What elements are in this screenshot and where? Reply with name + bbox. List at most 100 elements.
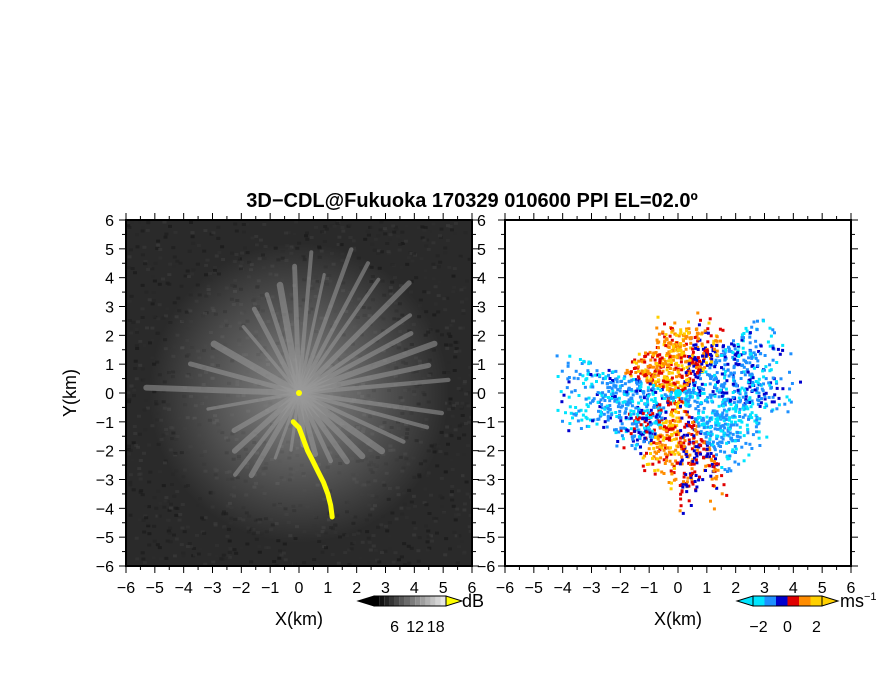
velocity-cell bbox=[662, 448, 666, 452]
velocity-cell bbox=[645, 405, 649, 409]
noise-cell bbox=[293, 562, 297, 566]
velocity-cell bbox=[626, 400, 630, 404]
velocity-cell bbox=[705, 363, 709, 367]
velocity-cell bbox=[754, 380, 758, 383]
velocity-cell bbox=[687, 415, 691, 419]
velocity-cell bbox=[748, 331, 752, 335]
velocity-cell bbox=[652, 428, 656, 432]
velocity-cell bbox=[611, 379, 614, 382]
velocity-cell bbox=[683, 386, 687, 390]
noise-cell bbox=[168, 262, 173, 266]
velocity-cell bbox=[694, 452, 698, 456]
noise-cell bbox=[158, 256, 163, 260]
noise-cell bbox=[147, 298, 152, 302]
velocity-cell bbox=[646, 403, 650, 407]
velocity-cell bbox=[683, 354, 687, 358]
noise-cell bbox=[137, 221, 142, 225]
velocity-cell bbox=[745, 401, 749, 404]
velocity-cell bbox=[700, 382, 704, 386]
noise-cell bbox=[128, 307, 132, 311]
x-tick-label: 1 bbox=[323, 580, 332, 597]
noise-cell bbox=[450, 228, 454, 232]
velocity-cell bbox=[723, 450, 727, 454]
velocity-cell bbox=[723, 376, 727, 380]
noise-cell bbox=[462, 381, 467, 385]
velocity-cell bbox=[634, 443, 638, 447]
velocity-cell bbox=[615, 444, 619, 448]
velocity-cell bbox=[648, 371, 652, 375]
velocity-cell bbox=[584, 397, 588, 401]
y-tick-label: −6 bbox=[477, 559, 495, 576]
noise-cell bbox=[127, 549, 131, 553]
velocity-cell bbox=[625, 390, 629, 394]
noise-cell bbox=[324, 546, 328, 550]
velocity-cell bbox=[721, 437, 725, 441]
noise-cell bbox=[144, 290, 149, 294]
noise-cell bbox=[383, 549, 388, 553]
noise-cell bbox=[168, 506, 173, 510]
velocity-cell bbox=[691, 460, 695, 463]
noise-cell bbox=[140, 253, 145, 257]
echo-ray bbox=[296, 331, 414, 396]
velocity-cell bbox=[688, 358, 692, 362]
velocity-cell bbox=[599, 391, 603, 395]
noise-cell bbox=[450, 490, 454, 494]
noise-cell bbox=[142, 344, 147, 347]
velocity-cell bbox=[701, 478, 705, 482]
noise-cell bbox=[137, 467, 142, 471]
noise-cell bbox=[279, 553, 284, 557]
velocity-cell bbox=[566, 377, 570, 381]
velocity-cell bbox=[670, 376, 674, 380]
velocity-cell bbox=[678, 332, 682, 336]
noise-cell bbox=[196, 552, 201, 556]
velocity-cell bbox=[655, 369, 659, 373]
velocity-cell bbox=[669, 438, 673, 442]
velocity-cell bbox=[619, 429, 623, 433]
velocity-cell bbox=[706, 400, 710, 404]
velocity-cell bbox=[734, 407, 738, 411]
velocity-cell bbox=[649, 423, 652, 427]
noise-cell bbox=[187, 542, 192, 545]
velocity-cell bbox=[700, 342, 704, 346]
noise-cell bbox=[425, 238, 430, 242]
velocity-cell bbox=[651, 391, 655, 395]
velocity-cell bbox=[642, 358, 646, 362]
noise-cell bbox=[396, 234, 400, 238]
noise-cell bbox=[138, 339, 143, 343]
velocity-cell bbox=[574, 413, 578, 417]
velocity-cell bbox=[720, 466, 724, 469]
noise-cell bbox=[151, 556, 156, 560]
velocity-cell bbox=[571, 416, 574, 420]
velocity-cell bbox=[673, 419, 677, 423]
noise-cell bbox=[440, 496, 445, 500]
velocity-cell bbox=[726, 422, 730, 426]
x-tick-label: −5 bbox=[525, 580, 543, 597]
velocity-cell bbox=[736, 439, 740, 442]
velocity-cell bbox=[587, 360, 591, 364]
noise-cell bbox=[282, 542, 287, 546]
velocity-cell bbox=[725, 398, 729, 402]
noise-cell bbox=[449, 493, 454, 497]
velocity-cell bbox=[662, 472, 666, 475]
velocity-cell bbox=[668, 334, 672, 338]
velocity-cell bbox=[665, 455, 669, 459]
velocity-cell bbox=[643, 426, 646, 430]
echo-ray bbox=[296, 280, 412, 396]
velocity-cell bbox=[705, 348, 709, 352]
velocity-cell bbox=[657, 409, 661, 413]
noise-cell bbox=[191, 268, 196, 272]
velocity-cell bbox=[647, 411, 651, 415]
noise-cell bbox=[257, 550, 262, 554]
velocity-cell bbox=[747, 453, 751, 457]
velocity-cell bbox=[692, 420, 696, 424]
y-tick-label: −1 bbox=[96, 415, 114, 432]
noise-cell bbox=[423, 226, 428, 230]
noise-cell bbox=[134, 536, 139, 540]
velocity-cell bbox=[611, 389, 615, 393]
noise-cell bbox=[397, 248, 402, 252]
y-tick-label: −5 bbox=[96, 530, 114, 547]
velocity-cell bbox=[658, 371, 662, 375]
velocity-cell bbox=[725, 391, 729, 395]
noise-cell bbox=[145, 228, 150, 232]
